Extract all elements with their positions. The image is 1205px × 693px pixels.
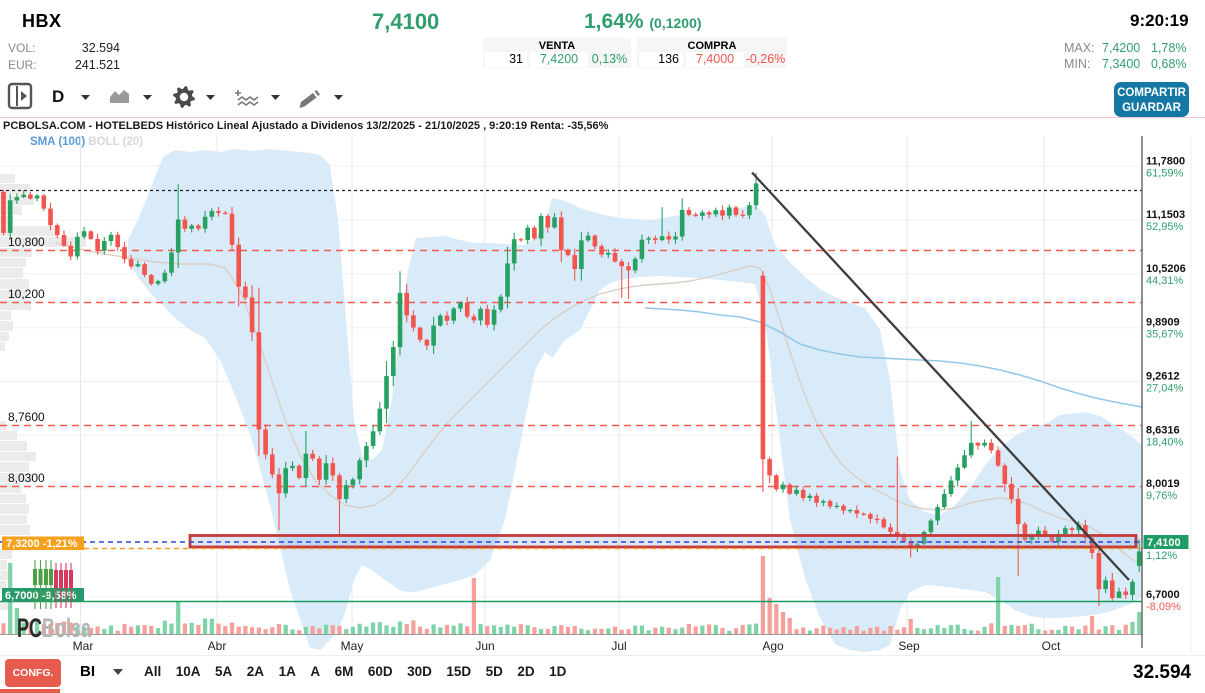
svg-text:9,76%: 9,76%: [1146, 490, 1177, 502]
svg-text:Jun: Jun: [475, 639, 494, 653]
svg-text:1,12%: 1,12%: [1146, 550, 1177, 562]
svg-text:52,95%: 52,95%: [1146, 221, 1184, 233]
svg-text:8,0300: 8,0300: [8, 471, 45, 485]
svg-text:6,7000: 6,7000: [1146, 589, 1180, 601]
svg-text:18,40%: 18,40%: [1146, 436, 1184, 448]
svg-text:Abr: Abr: [208, 639, 227, 653]
svg-text:7,3200 -1,21%: 7,3200 -1,21%: [6, 538, 78, 550]
svg-text:10,800: 10,800: [8, 235, 45, 249]
svg-text:8,6316: 8,6316: [1146, 424, 1180, 436]
svg-text:Sep: Sep: [898, 639, 920, 653]
svg-text:9,2612: 9,2612: [1146, 371, 1180, 383]
svg-text:Oct: Oct: [1042, 639, 1061, 653]
svg-text:8,0019: 8,0019: [1146, 478, 1180, 490]
svg-text:61,59%: 61,59%: [1146, 167, 1184, 179]
svg-text:8,7600: 8,7600: [8, 410, 45, 424]
svg-text:9,8909: 9,8909: [1146, 317, 1180, 329]
svg-text:Ago: Ago: [762, 639, 784, 653]
svg-text:35,67%: 35,67%: [1146, 329, 1184, 341]
svg-text:10,5206: 10,5206: [1146, 263, 1186, 275]
svg-text:44,31%: 44,31%: [1146, 275, 1184, 287]
svg-text:11,7800: 11,7800: [1146, 155, 1185, 167]
svg-text:Mar: Mar: [73, 639, 94, 653]
svg-text:May: May: [341, 639, 364, 653]
svg-text:-8,09%: -8,09%: [1146, 601, 1181, 613]
svg-text:Jul: Jul: [611, 639, 626, 653]
svg-text:D: D: [52, 87, 64, 106]
svg-text:27,04%: 27,04%: [1146, 383, 1184, 395]
svg-text:7,4100: 7,4100: [1147, 537, 1181, 549]
svg-text:10,200: 10,200: [8, 287, 45, 301]
svg-text:PCBolsa: PCBolsa: [17, 613, 92, 643]
svg-text:11,1503: 11,1503: [1146, 209, 1185, 221]
